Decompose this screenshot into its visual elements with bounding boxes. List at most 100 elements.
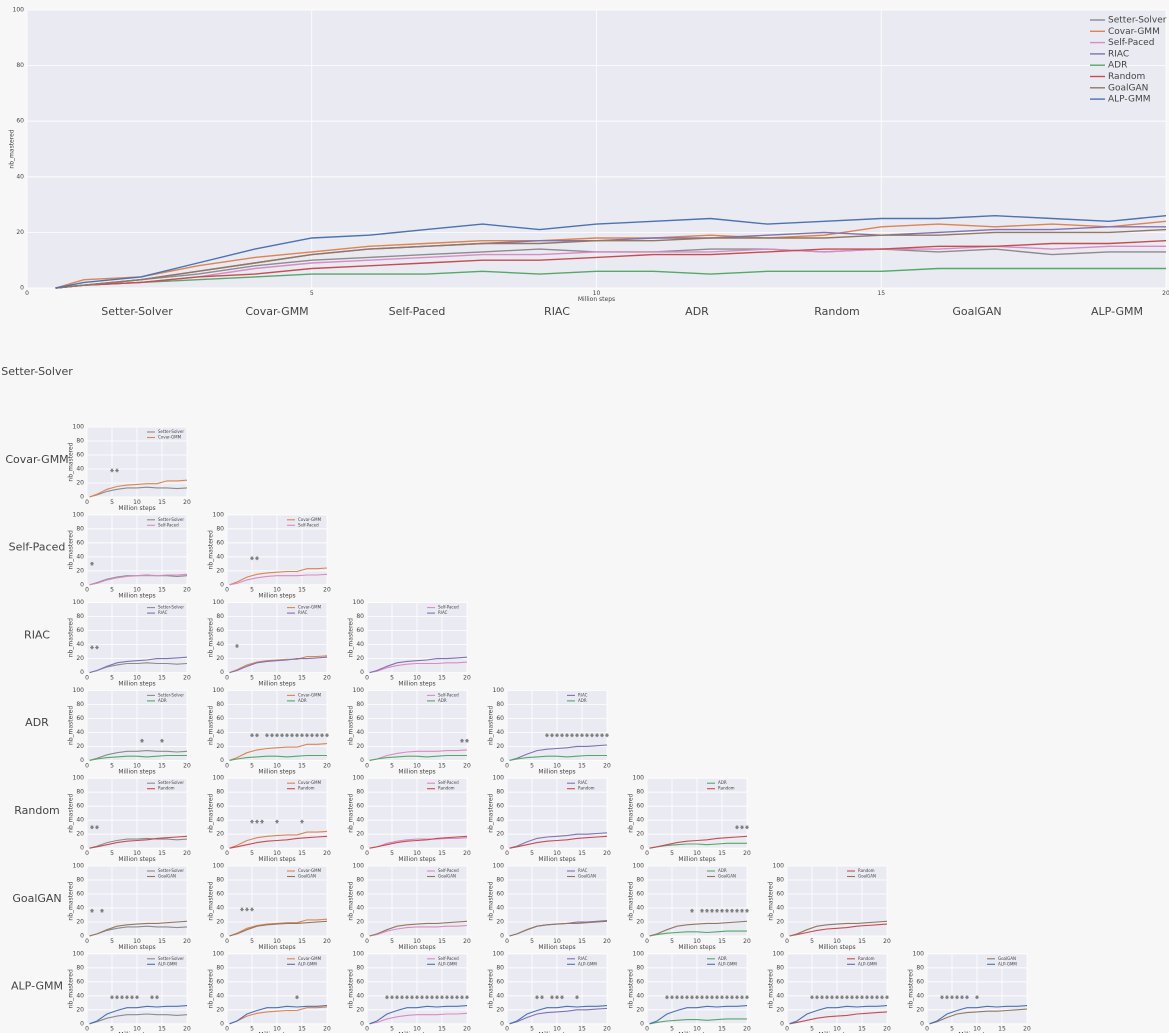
legend-label: Self-Paced (1108, 38, 1154, 48)
y-axis-label: nb_mastered (908, 969, 915, 1008)
x-tick-label: 0 (225, 850, 229, 857)
x-axis-label: Million steps (538, 944, 575, 951)
significance-star (730, 908, 734, 913)
y-tick-label: 20 (76, 655, 84, 662)
x-tick-label: 0 (645, 850, 649, 857)
x-tick-label: 0 (365, 938, 369, 945)
x-tick-label: 5 (390, 938, 394, 945)
y-tick-label: 100 (353, 950, 365, 957)
significance-star (540, 995, 544, 1000)
legend-label: Covar-GMM (298, 605, 322, 610)
x-tick-label: 5 (110, 938, 114, 945)
y-axis-label: nb_mastered (628, 793, 635, 832)
y-tick-label: 80 (76, 789, 84, 796)
legend-label: ALP-GMM (578, 961, 597, 966)
y-tick-label: 100 (73, 687, 85, 694)
x-tick-label: 15 (438, 938, 446, 945)
x-tick-label: 0 (645, 1026, 649, 1033)
y-tick-label: 20 (496, 1006, 504, 1013)
y-tick-label: 80 (76, 525, 84, 532)
x-tick-label: 20 (1162, 290, 1169, 297)
legend-label: GoalGAN (858, 874, 876, 879)
y-tick-label: 0 (500, 757, 504, 764)
significance-star (265, 733, 269, 738)
y-tick-label: 60 (496, 715, 504, 722)
x-tick-label: 15 (298, 850, 306, 857)
significance-star (235, 644, 239, 648)
y-axis-label: nb_mastered (348, 706, 355, 745)
y-tick-label: 40 (76, 466, 84, 473)
y-tick-label: 60 (16, 118, 24, 125)
significance-star (735, 995, 739, 1000)
y-tick-label: 20 (216, 831, 224, 838)
x-tick-label: 0 (85, 938, 89, 945)
column-label: GoalGAN (952, 305, 1001, 318)
x-tick-label: 15 (158, 850, 166, 857)
significance-star (705, 995, 709, 1000)
x-tick-label: 20 (463, 1026, 471, 1033)
significance-star (310, 733, 314, 738)
x-tick-label: 20 (463, 675, 471, 682)
y-axis-label: nb_mastered (348, 618, 355, 657)
y-tick-label: 0 (500, 933, 504, 940)
x-tick-label: 5 (530, 762, 534, 769)
significance-star (725, 995, 729, 1000)
x-tick-label: 10 (553, 1026, 561, 1033)
y-tick-label: 20 (636, 919, 644, 926)
significance-star (880, 995, 884, 1000)
y-tick-label: 100 (73, 775, 85, 782)
significance-star (600, 733, 604, 738)
series-line (229, 918, 328, 937)
y-tick-label: 100 (213, 950, 225, 957)
significance-star (950, 995, 954, 1000)
x-axis-label: Million steps (398, 856, 435, 863)
y-tick-label: 20 (76, 919, 84, 926)
row-label: GoalGAN (12, 892, 61, 905)
significance-star (720, 995, 724, 1000)
y-tick-label: 80 (496, 701, 504, 708)
significance-star (745, 908, 749, 913)
x-tick-label: 10 (273, 675, 281, 682)
y-tick-label: 20 (356, 831, 364, 838)
series-line (55, 220, 1167, 289)
x-axis-label: Million steps (398, 1032, 435, 1033)
x-axis-label: Million steps (398, 768, 435, 775)
significance-star (445, 995, 449, 1000)
y-tick-label: 0 (360, 845, 364, 852)
x-tick-label: 20 (743, 1026, 751, 1033)
significance-star (110, 995, 114, 1000)
series-line (55, 228, 1167, 289)
x-tick-label: 10 (553, 762, 561, 769)
y-axis-label: nb_mastered (208, 706, 215, 745)
y-tick-label: 100 (633, 950, 645, 957)
x-tick-label: 15 (877, 290, 885, 297)
significance-star (740, 995, 744, 1000)
series-line (369, 656, 468, 674)
significance-star (385, 995, 389, 1000)
x-axis-label: Million steps (958, 1032, 995, 1033)
row-label: ALP-GMM (11, 980, 63, 993)
y-tick-label: 60 (216, 539, 224, 546)
significance-star (555, 733, 559, 738)
series-line (649, 1005, 748, 1025)
y-tick-label: 0 (640, 933, 644, 940)
y-tick-label: 100 (773, 863, 785, 870)
significance-star (550, 995, 554, 1000)
significance-star (240, 907, 244, 912)
significance-star (250, 819, 254, 824)
y-tick-label: 40 (76, 641, 84, 648)
y-tick-label: 0 (220, 933, 224, 940)
x-tick-label: 20 (323, 938, 331, 945)
series-line (929, 1008, 1028, 1025)
significance-star (125, 995, 129, 1000)
series-line (229, 835, 328, 849)
y-tick-label: 60 (636, 891, 644, 898)
y-tick-label: 80 (76, 613, 84, 620)
y-tick-label: 80 (76, 438, 84, 445)
x-tick-label: 0 (505, 850, 509, 857)
x-tick-label: 0 (785, 938, 789, 945)
significance-star (295, 995, 299, 1000)
legend-label: Random (1108, 72, 1145, 82)
y-axis-label: nb_mastered (488, 793, 495, 832)
